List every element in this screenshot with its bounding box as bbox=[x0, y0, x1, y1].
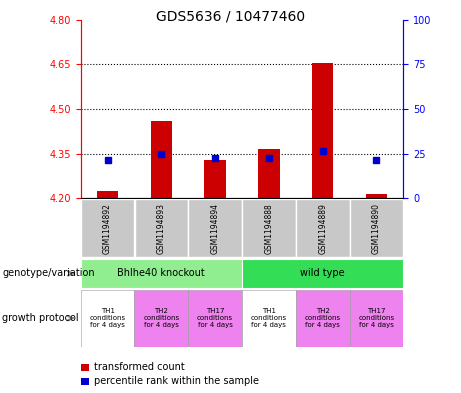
Bar bbox=[349, 199, 403, 257]
Bar bbox=[258, 149, 280, 198]
Bar bbox=[81, 259, 242, 288]
Bar bbox=[188, 199, 242, 257]
Bar bbox=[188, 290, 242, 347]
Text: transformed count: transformed count bbox=[94, 362, 184, 373]
Bar bbox=[312, 63, 333, 198]
Text: TH1
conditions
for 4 days: TH1 conditions for 4 days bbox=[251, 308, 287, 328]
Bar bbox=[296, 290, 349, 347]
Text: TH1
conditions
for 4 days: TH1 conditions for 4 days bbox=[89, 308, 126, 328]
Bar bbox=[97, 191, 118, 198]
Bar bbox=[366, 194, 387, 198]
Text: Bhlhe40 knockout: Bhlhe40 knockout bbox=[118, 268, 205, 278]
Bar bbox=[242, 259, 403, 288]
Text: GSM1194894: GSM1194894 bbox=[211, 203, 219, 254]
Text: GSM1194889: GSM1194889 bbox=[318, 203, 327, 254]
Bar bbox=[349, 290, 403, 347]
Bar bbox=[151, 121, 172, 198]
Text: growth protocol: growth protocol bbox=[2, 313, 79, 323]
Bar bbox=[81, 199, 135, 257]
Bar bbox=[242, 199, 296, 257]
Bar bbox=[242, 290, 296, 347]
Text: GSM1194892: GSM1194892 bbox=[103, 203, 112, 254]
Text: GSM1194893: GSM1194893 bbox=[157, 203, 166, 254]
Text: genotype/variation: genotype/variation bbox=[2, 268, 95, 278]
Text: TH17
conditions
for 4 days: TH17 conditions for 4 days bbox=[197, 308, 233, 328]
Text: wild type: wild type bbox=[301, 268, 345, 278]
Text: GSM1194890: GSM1194890 bbox=[372, 203, 381, 254]
Text: GDS5636 / 10477460: GDS5636 / 10477460 bbox=[156, 10, 305, 24]
Bar bbox=[135, 199, 188, 257]
Text: TH17
conditions
for 4 days: TH17 conditions for 4 days bbox=[358, 308, 395, 328]
Bar bbox=[204, 160, 226, 198]
Bar bbox=[81, 290, 135, 347]
Text: GSM1194888: GSM1194888 bbox=[265, 203, 273, 254]
Bar bbox=[135, 290, 188, 347]
Text: TH2
conditions
for 4 days: TH2 conditions for 4 days bbox=[143, 308, 179, 328]
Text: percentile rank within the sample: percentile rank within the sample bbox=[94, 376, 259, 386]
Text: TH2
conditions
for 4 days: TH2 conditions for 4 days bbox=[305, 308, 341, 328]
Bar bbox=[296, 199, 349, 257]
